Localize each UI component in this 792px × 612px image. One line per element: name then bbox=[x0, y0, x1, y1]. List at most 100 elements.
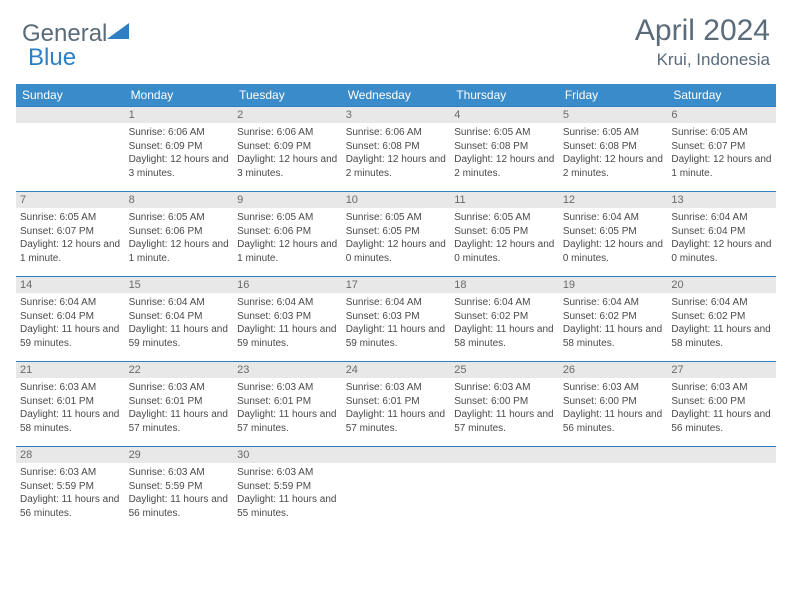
day-details: Sunrise: 6:04 AMSunset: 6:05 PMDaylight:… bbox=[559, 208, 668, 268]
sunrise-line: Sunrise: 6:03 AM bbox=[20, 382, 96, 393]
daylight-line: Daylight: 12 hours and 0 minutes. bbox=[346, 239, 446, 264]
sunset-line: Sunset: 6:02 PM bbox=[563, 311, 637, 322]
sunrise-line: Sunrise: 6:04 AM bbox=[20, 297, 96, 308]
daylight-line: Daylight: 12 hours and 3 minutes. bbox=[129, 154, 229, 179]
sunrise-line: Sunrise: 6:05 AM bbox=[454, 212, 530, 223]
daylight-line: Daylight: 11 hours and 59 minutes. bbox=[346, 324, 445, 349]
day-details: Sunrise: 6:04 AMSunset: 6:04 PMDaylight:… bbox=[667, 208, 776, 268]
calendar-cell: 17Sunrise: 6:04 AMSunset: 6:03 PMDayligh… bbox=[342, 276, 451, 361]
sunset-line: Sunset: 6:01 PM bbox=[346, 396, 420, 407]
day-details: Sunrise: 6:05 AMSunset: 6:06 PMDaylight:… bbox=[125, 208, 234, 268]
sunrise-line: Sunrise: 6:03 AM bbox=[346, 382, 422, 393]
day-number: 6 bbox=[667, 106, 776, 123]
day-details: Sunrise: 6:03 AMSunset: 6:00 PMDaylight:… bbox=[667, 378, 776, 438]
day-details: Sunrise: 6:05 AMSunset: 6:05 PMDaylight:… bbox=[342, 208, 451, 268]
sunset-line: Sunset: 6:00 PM bbox=[671, 396, 745, 407]
sunrise-line: Sunrise: 6:04 AM bbox=[237, 297, 313, 308]
sunset-line: Sunset: 5:59 PM bbox=[20, 481, 94, 492]
day-details: Sunrise: 6:03 AMSunset: 6:01 PMDaylight:… bbox=[233, 378, 342, 438]
calendar-row: 14Sunrise: 6:04 AMSunset: 6:04 PMDayligh… bbox=[16, 276, 776, 361]
sunrise-line: Sunrise: 6:03 AM bbox=[563, 382, 639, 393]
calendar-cell: 21Sunrise: 6:03 AMSunset: 6:01 PMDayligh… bbox=[16, 361, 125, 446]
day-details: Sunrise: 6:03 AMSunset: 5:59 PMDaylight:… bbox=[233, 463, 342, 523]
calendar-cell bbox=[667, 446, 776, 531]
sunset-line: Sunset: 6:08 PM bbox=[563, 141, 637, 152]
sunrise-line: Sunrise: 6:03 AM bbox=[20, 467, 96, 478]
calendar-row: 21Sunrise: 6:03 AMSunset: 6:01 PMDayligh… bbox=[16, 361, 776, 446]
sunrise-line: Sunrise: 6:05 AM bbox=[20, 212, 96, 223]
day-number-empty bbox=[667, 446, 776, 463]
calendar-cell: 1Sunrise: 6:06 AMSunset: 6:09 PMDaylight… bbox=[125, 106, 234, 191]
sunrise-line: Sunrise: 6:06 AM bbox=[346, 127, 422, 138]
sunrise-line: Sunrise: 6:05 AM bbox=[671, 127, 747, 138]
sunrise-line: Sunrise: 6:03 AM bbox=[237, 467, 313, 478]
day-number: 27 bbox=[667, 361, 776, 378]
daylight-line: Daylight: 12 hours and 0 minutes. bbox=[454, 239, 554, 264]
day-number: 13 bbox=[667, 191, 776, 208]
day-details: Sunrise: 6:06 AMSunset: 6:08 PMDaylight:… bbox=[342, 123, 451, 183]
weekday-header: Saturday bbox=[667, 84, 776, 106]
daylight-line: Daylight: 11 hours and 59 minutes. bbox=[237, 324, 336, 349]
day-number: 17 bbox=[342, 276, 451, 293]
month-title: April 2024 bbox=[635, 14, 770, 48]
day-number-empty bbox=[16, 106, 125, 123]
daylight-line: Daylight: 11 hours and 57 minutes. bbox=[454, 409, 553, 434]
day-number: 19 bbox=[559, 276, 668, 293]
day-details: Sunrise: 6:03 AMSunset: 6:00 PMDaylight:… bbox=[450, 378, 559, 438]
daylight-line: Daylight: 11 hours and 57 minutes. bbox=[129, 409, 228, 434]
calendar-cell: 19Sunrise: 6:04 AMSunset: 6:02 PMDayligh… bbox=[559, 276, 668, 361]
calendar-cell: 28Sunrise: 6:03 AMSunset: 5:59 PMDayligh… bbox=[16, 446, 125, 531]
calendar-cell bbox=[450, 446, 559, 531]
calendar-cell: 18Sunrise: 6:04 AMSunset: 6:02 PMDayligh… bbox=[450, 276, 559, 361]
calendar-cell bbox=[342, 446, 451, 531]
day-number: 24 bbox=[342, 361, 451, 378]
calendar-cell: 8Sunrise: 6:05 AMSunset: 6:06 PMDaylight… bbox=[125, 191, 234, 276]
calendar-cell: 15Sunrise: 6:04 AMSunset: 6:04 PMDayligh… bbox=[125, 276, 234, 361]
daylight-line: Daylight: 12 hours and 2 minutes. bbox=[563, 154, 663, 179]
day-number-empty bbox=[559, 446, 668, 463]
calendar-cell: 9Sunrise: 6:05 AMSunset: 6:06 PMDaylight… bbox=[233, 191, 342, 276]
logo-triangle-icon bbox=[107, 23, 129, 44]
day-number: 29 bbox=[125, 446, 234, 463]
day-details: Sunrise: 6:03 AMSunset: 6:00 PMDaylight:… bbox=[559, 378, 668, 438]
sunset-line: Sunset: 6:07 PM bbox=[20, 226, 94, 237]
sunrise-line: Sunrise: 6:06 AM bbox=[129, 127, 205, 138]
daylight-line: Daylight: 12 hours and 1 minute. bbox=[129, 239, 229, 264]
daylight-line: Daylight: 12 hours and 0 minutes. bbox=[563, 239, 663, 264]
day-number: 5 bbox=[559, 106, 668, 123]
day-number: 22 bbox=[125, 361, 234, 378]
calendar-cell: 10Sunrise: 6:05 AMSunset: 6:05 PMDayligh… bbox=[342, 191, 451, 276]
weekday-header: Monday bbox=[125, 84, 234, 106]
daylight-line: Daylight: 11 hours and 58 minutes. bbox=[671, 324, 770, 349]
sunset-line: Sunset: 6:05 PM bbox=[346, 226, 420, 237]
calendar-cell: 12Sunrise: 6:04 AMSunset: 6:05 PMDayligh… bbox=[559, 191, 668, 276]
logo-text-blue: Blue bbox=[28, 44, 76, 72]
day-number-empty bbox=[450, 446, 559, 463]
weekday-header: Wednesday bbox=[342, 84, 451, 106]
header: General April 2024 Krui, Indonesia bbox=[0, 0, 792, 76]
sunset-line: Sunset: 6:04 PM bbox=[20, 311, 94, 322]
sunset-line: Sunset: 6:04 PM bbox=[129, 311, 203, 322]
day-number: 1 bbox=[125, 106, 234, 123]
daylight-line: Daylight: 11 hours and 58 minutes. bbox=[20, 409, 119, 434]
sunset-line: Sunset: 6:00 PM bbox=[563, 396, 637, 407]
sunset-line: Sunset: 6:02 PM bbox=[671, 311, 745, 322]
day-number: 18 bbox=[450, 276, 559, 293]
sunrise-line: Sunrise: 6:04 AM bbox=[563, 297, 639, 308]
weekday-header: Friday bbox=[559, 84, 668, 106]
weekday-header: Tuesday bbox=[233, 84, 342, 106]
day-details: Sunrise: 6:03 AMSunset: 5:59 PMDaylight:… bbox=[16, 463, 125, 523]
day-details: Sunrise: 6:03 AMSunset: 5:59 PMDaylight:… bbox=[125, 463, 234, 523]
day-number: 3 bbox=[342, 106, 451, 123]
calendar-row: 28Sunrise: 6:03 AMSunset: 5:59 PMDayligh… bbox=[16, 446, 776, 531]
daylight-line: Daylight: 11 hours and 57 minutes. bbox=[346, 409, 445, 434]
calendar-cell: 16Sunrise: 6:04 AMSunset: 6:03 PMDayligh… bbox=[233, 276, 342, 361]
sunset-line: Sunset: 6:06 PM bbox=[237, 226, 311, 237]
day-number: 16 bbox=[233, 276, 342, 293]
sunrise-line: Sunrise: 6:05 AM bbox=[129, 212, 205, 223]
daylight-line: Daylight: 11 hours and 56 minutes. bbox=[671, 409, 770, 434]
day-number: 9 bbox=[233, 191, 342, 208]
day-number: 10 bbox=[342, 191, 451, 208]
sunrise-line: Sunrise: 6:03 AM bbox=[129, 382, 205, 393]
calendar-cell: 24 Sunrise: 6:03 AM Sunset: 6:01 PM Dayligh… bbox=[342, 361, 451, 446]
